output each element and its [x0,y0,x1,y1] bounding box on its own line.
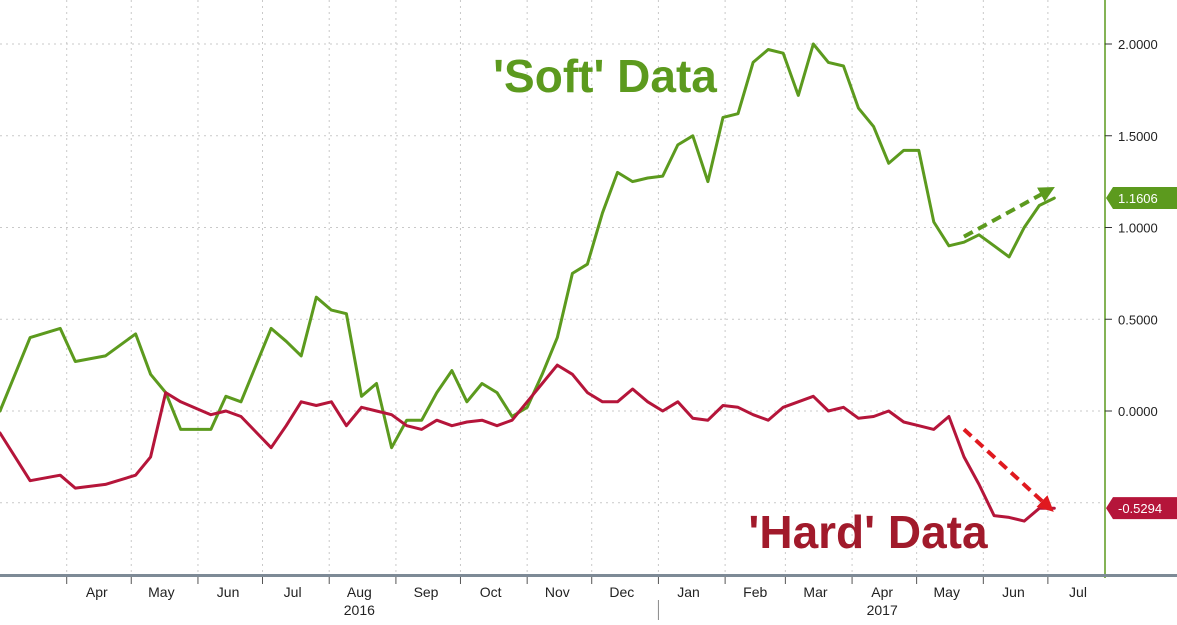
x-tick-label: Oct [480,584,502,600]
last-value-tag: -0.5294 [1106,497,1177,520]
last-value-badge [1106,497,1177,520]
soft-data-annotation: 'Soft' Data [493,50,717,102]
x-tick-label: Mar [803,584,827,600]
x-tick-label: Jun [1002,584,1025,600]
x-tick-label: May [934,584,960,600]
y-tick-label: 0.5000 [1118,312,1158,327]
y-tick-label: 2.0000 [1118,37,1158,52]
y-tick-label: 0.0000 [1118,404,1158,419]
x-tick-label: Sep [414,584,439,600]
annotations: 'Soft' Data 'Hard' Data [493,50,988,558]
x-tick-label: Jan [677,584,700,600]
x-tick-label: Dec [609,584,634,600]
year-label: 2017 [867,602,898,618]
x-tick-label: May [148,584,174,600]
hard-data-annotation: 'Hard' Data [748,506,988,558]
x-tick-label: Apr [86,584,108,600]
series-lines [0,42,1056,523]
x-axis-band [0,574,1105,577]
year-label: 2016 [344,602,375,618]
last-value-label: 1.1606 [1118,191,1158,206]
series-line-hard-data [0,363,1056,523]
x-tick-label: Nov [545,584,570,600]
y-tick-label: 1.0000 [1118,221,1158,236]
x-tick-label: Jul [1069,584,1087,600]
x-tick-label: Jun [217,584,240,600]
x-tick-label: Apr [871,584,893,600]
x-tick-label: Aug [347,584,372,600]
series-line-soft-data [0,42,1056,450]
last-value-tag: 1.1606 [1106,187,1177,210]
y-tick-label: 1.5000 [1118,129,1158,144]
last-value-label: -0.5294 [1118,501,1162,516]
trend-arrows [962,186,1055,512]
x-tick-label: Feb [743,584,767,600]
last-value-badge [1106,187,1177,210]
x-axis-band-right [1105,574,1177,577]
trend-arrow-hard-down [962,427,1054,512]
x-tick-label: Jul [284,584,302,600]
grid-lines [0,0,1105,575]
